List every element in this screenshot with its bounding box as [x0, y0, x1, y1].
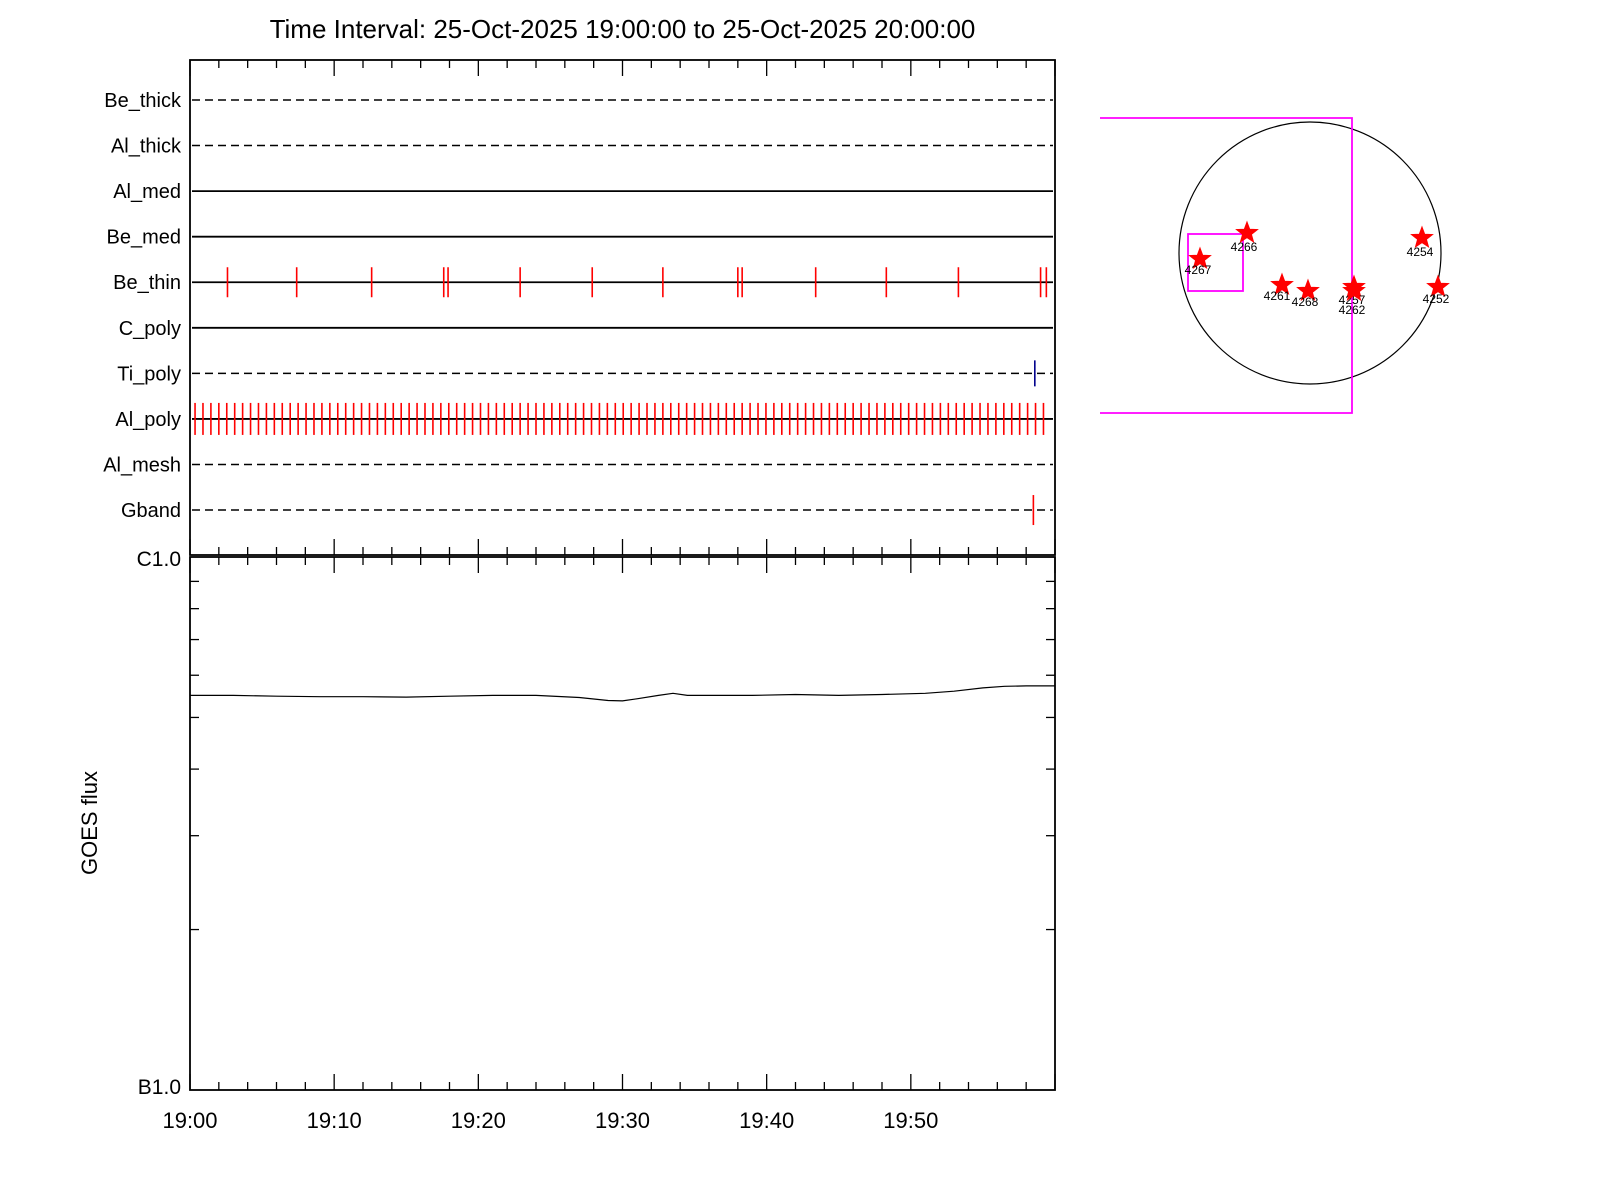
row-label-Gband: Gband — [121, 500, 181, 522]
y-axis-top-label: C1.0 — [137, 548, 181, 571]
solar-limb-circle — [1178, 121, 1442, 385]
row-label-Al_poly: Al_poly — [115, 409, 181, 431]
target-region-box — [1187, 233, 1244, 292]
active-region-star-4254 — [1410, 225, 1434, 249]
row-label-Be_med: Be_med — [107, 227, 182, 249]
row-label-Be_thin: Be_thin — [113, 272, 181, 294]
fov-outline — [1100, 117, 1353, 414]
row-label-Al_mesh: Al_mesh — [103, 454, 181, 476]
active-region-label-4268: 4268 — [1292, 295, 1319, 309]
active-region-star-4267 — [1188, 246, 1212, 270]
active-region-label-4262: 4262 — [1339, 303, 1366, 317]
x-tick-label: 19:00 — [162, 1108, 217, 1133]
row-label-Be_thick: Be_thick — [104, 90, 182, 112]
y-axis-bottom-label: B1.0 — [138, 1076, 181, 1099]
row-label-Al_med: Al_med — [113, 181, 181, 203]
x-tick-label: 19:10 — [307, 1108, 362, 1133]
active-region-label-4254: 4254 — [1407, 245, 1434, 259]
row-label-C_poly: C_poly — [119, 318, 181, 340]
x-tick-label: 19:40 — [739, 1108, 794, 1133]
active-region-star-4266 — [1235, 220, 1259, 244]
goes-panel-border — [189, 556, 1056, 1091]
active-region-label-4252: 4252 — [1423, 292, 1450, 306]
active-region-label-4266: 4266 — [1231, 240, 1258, 254]
active-region-star-4261 — [1270, 272, 1294, 296]
x-tick-label: 19:50 — [883, 1108, 938, 1133]
timeline-panel-border — [189, 59, 1056, 556]
x-tick-label: 19:20 — [451, 1108, 506, 1133]
filter-timeline-panel: Be_thick Al_thick Al_med Be_med Be_thin C_pol… — [103, 59, 1056, 556]
plot-title: Time Interval: 25-Oct-2025 19:00:00 to 2… — [269, 14, 976, 44]
active-region-star-4262 — [1342, 278, 1366, 302]
goes-flux-curve — [190, 685, 1055, 702]
goes-flux-axis-title: GOES flux — [77, 771, 102, 875]
active-region-label-4261: 4261 — [1264, 289, 1291, 303]
row-label-Al_thick: Al_thick — [111, 136, 182, 158]
x-tick-label: 19:30 — [595, 1108, 650, 1133]
active-region-label-4267: 4267 — [1185, 263, 1212, 277]
goes-flux-panel: C1.0 B1.0 19:00 19:10 19:20 19:30 19:40 19:50 GO… — [77, 548, 1056, 1133]
active-region-star-4268 — [1296, 278, 1320, 302]
active-region-star-4252 — [1426, 274, 1450, 298]
row-label-Ti_poly: Ti_poly — [117, 363, 181, 385]
